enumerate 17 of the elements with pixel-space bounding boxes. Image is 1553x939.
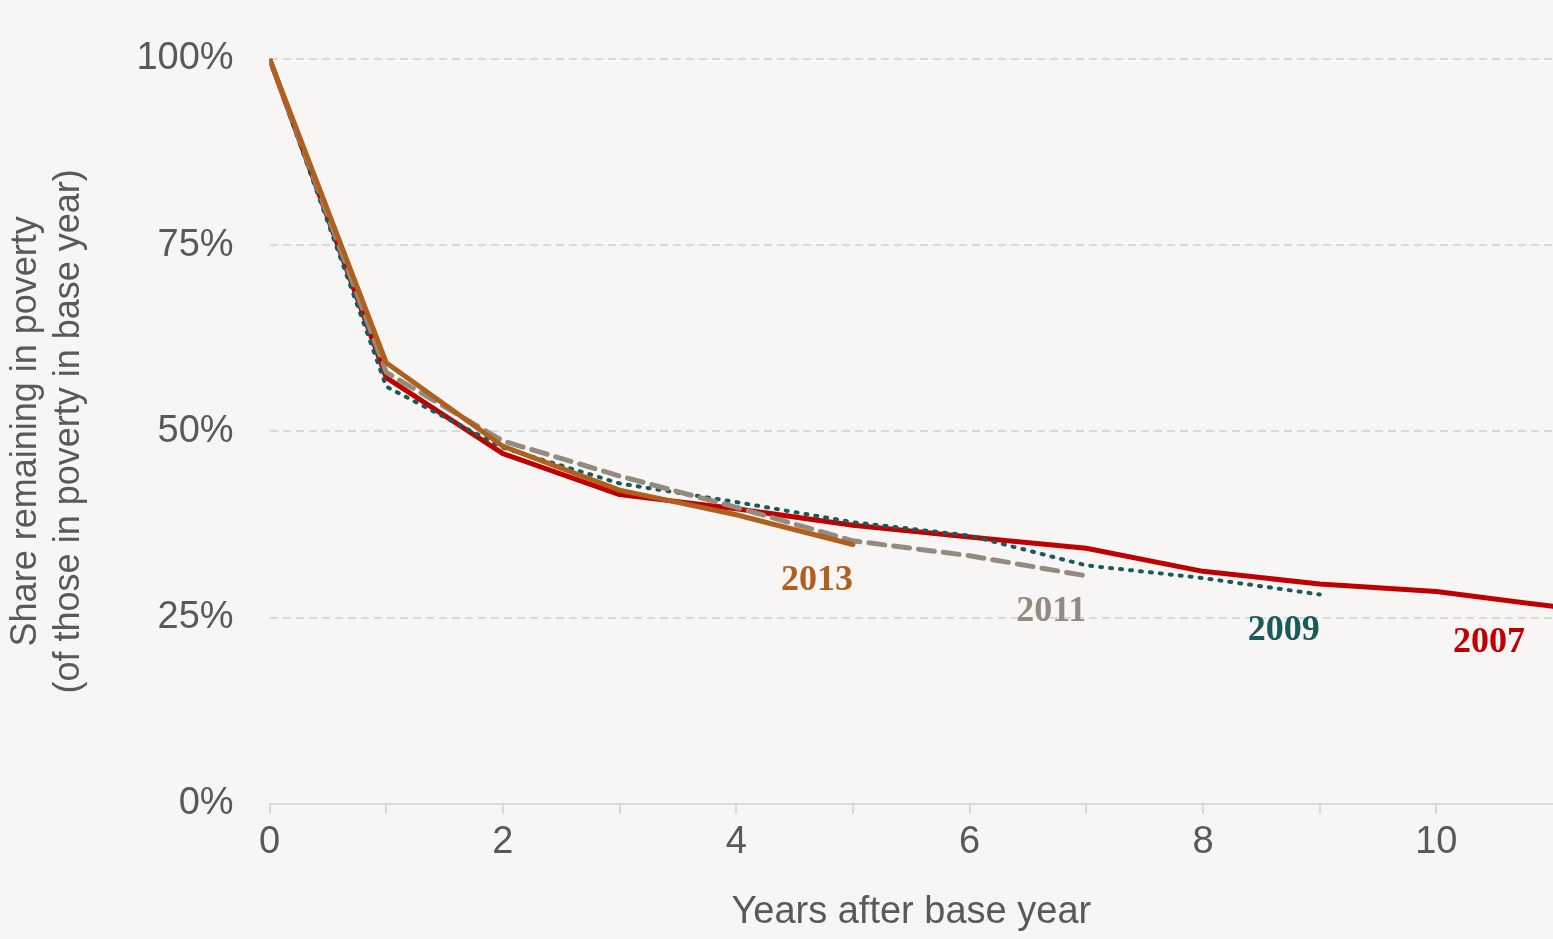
y-axis-title: Share remaining in poverty (of those in poverty in base year) bbox=[2, 169, 87, 694]
y-tick-label: 25% bbox=[157, 594, 234, 637]
x-tick-label: 6 bbox=[959, 819, 981, 862]
series-label: 2009 bbox=[1247, 607, 1320, 648]
y-tick-label: 0% bbox=[178, 780, 234, 823]
y-tick-label: 75% bbox=[157, 221, 234, 264]
x-axis-title: Years after base year bbox=[731, 888, 1092, 931]
x-tick-label: 2 bbox=[492, 819, 514, 862]
series-label: 2013 bbox=[780, 557, 853, 598]
y-tick-label: 100% bbox=[136, 35, 234, 78]
series-label: 2007 bbox=[1453, 619, 1525, 660]
x-tick-label: 10 bbox=[1415, 819, 1458, 862]
series-label: 2011 bbox=[1016, 589, 1087, 630]
x-tick-label: 8 bbox=[1192, 819, 1214, 862]
x-tick-label: 0 bbox=[259, 819, 281, 862]
x-tick-label: 4 bbox=[725, 819, 747, 862]
y-tick-label: 50% bbox=[157, 407, 234, 450]
